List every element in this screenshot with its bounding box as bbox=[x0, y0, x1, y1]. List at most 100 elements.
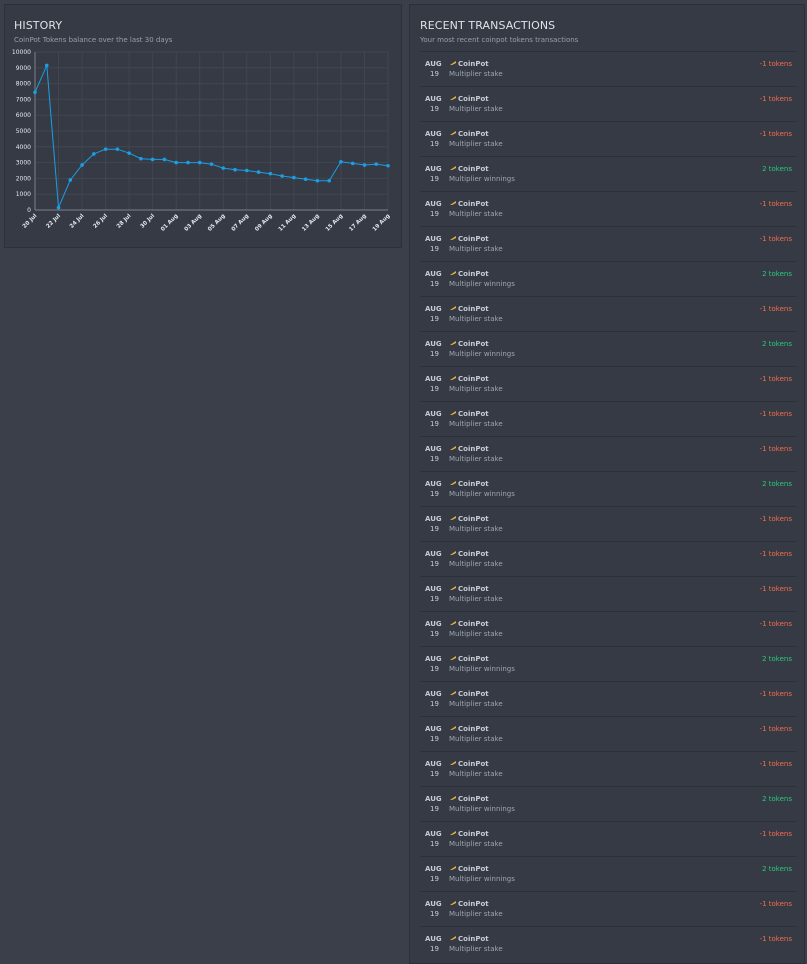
transaction-source: CoinPot bbox=[458, 445, 489, 453]
transaction-amount: 2 tokens bbox=[762, 165, 792, 173]
transaction-month: AUG bbox=[425, 795, 442, 803]
transaction-description: Multiplier winnings bbox=[449, 805, 515, 813]
transaction-description: Multiplier winnings bbox=[449, 875, 515, 883]
data-point bbox=[209, 162, 214, 166]
transaction-row: AUG 19 CoinPot Multiplier stake -1 tokens bbox=[420, 401, 797, 436]
transaction-amount: -1 tokens bbox=[759, 200, 792, 208]
transaction-description: Multiplier winnings bbox=[449, 350, 515, 358]
data-point bbox=[115, 147, 120, 151]
transaction-month: AUG bbox=[425, 655, 442, 663]
transaction-amount: -1 tokens bbox=[759, 900, 792, 908]
transaction-month: AUG bbox=[425, 550, 442, 558]
transaction-source: CoinPot bbox=[458, 410, 489, 418]
transaction-month: AUG bbox=[425, 585, 442, 593]
transaction-day: 19 bbox=[430, 700, 439, 708]
coin-icon bbox=[450, 621, 456, 625]
coin-icon bbox=[450, 656, 456, 660]
transaction-day: 19 bbox=[430, 70, 439, 78]
y-tick-label: 2000 bbox=[16, 175, 31, 182]
transaction-day: 19 bbox=[430, 595, 439, 603]
transaction-amount: 2 tokens bbox=[762, 270, 792, 278]
transaction-amount: 2 tokens bbox=[762, 795, 792, 803]
transaction-row: AUG 19 CoinPot Multiplier stake -1 tokens bbox=[420, 191, 797, 226]
data-point bbox=[292, 175, 296, 180]
coin-icon bbox=[450, 376, 456, 380]
transaction-row: AUG 19 CoinPot Multiplier stake -1 tokens bbox=[420, 506, 797, 541]
transaction-source: CoinPot bbox=[458, 655, 489, 663]
transaction-row: AUG 19 CoinPot Multiplier stake -1 tokens bbox=[420, 751, 797, 786]
coin-icon bbox=[450, 761, 456, 765]
transaction-amount: -1 tokens bbox=[759, 620, 792, 628]
transaction-row: AUG 19 CoinPot Multiplier stake -1 tokens bbox=[420, 891, 797, 926]
transaction-source: CoinPot bbox=[458, 760, 489, 768]
transaction-description: Multiplier stake bbox=[449, 700, 503, 708]
coin-icon bbox=[450, 831, 456, 835]
transaction-amount: -1 tokens bbox=[759, 235, 792, 243]
transactions-title: RECENT TRANSACTIONS bbox=[420, 19, 556, 32]
data-point bbox=[374, 162, 379, 166]
transaction-amount: 2 tokens bbox=[762, 865, 792, 873]
transaction-day: 19 bbox=[430, 945, 439, 953]
transaction-row: AUG 19 CoinPot Multiplier stake -1 tokens bbox=[420, 366, 797, 401]
data-point bbox=[68, 178, 73, 182]
transaction-description: Multiplier stake bbox=[449, 385, 503, 393]
transaction-month: AUG bbox=[425, 340, 442, 348]
coin-icon bbox=[450, 446, 456, 450]
y-tick-label: 4000 bbox=[16, 144, 31, 151]
transaction-day: 19 bbox=[430, 875, 439, 883]
transaction-day: 19 bbox=[430, 105, 439, 113]
transaction-row: AUG 19 CoinPot Multiplier winnings 2 tokens bbox=[420, 786, 797, 821]
transaction-description: Multiplier stake bbox=[449, 630, 503, 638]
transaction-source: CoinPot bbox=[458, 515, 489, 523]
transaction-month: AUG bbox=[425, 620, 442, 628]
x-tick-label: 20 Jul bbox=[22, 213, 39, 230]
data-point bbox=[150, 157, 155, 162]
coin-icon bbox=[450, 901, 456, 905]
coin-icon bbox=[450, 516, 456, 520]
coin-icon bbox=[450, 61, 456, 65]
x-tick-label: 13 Aug bbox=[301, 213, 321, 233]
transaction-description: Multiplier stake bbox=[449, 70, 503, 78]
y-tick-label: 3000 bbox=[16, 160, 31, 167]
transaction-amount: -1 tokens bbox=[759, 410, 792, 418]
data-point bbox=[268, 171, 273, 176]
transaction-source: CoinPot bbox=[458, 900, 489, 908]
coin-icon bbox=[450, 306, 456, 310]
transaction-month: AUG bbox=[425, 935, 442, 943]
transaction-amount: -1 tokens bbox=[759, 375, 792, 383]
transaction-day: 19 bbox=[430, 175, 439, 183]
y-tick-label: 0 bbox=[27, 207, 31, 214]
transaction-source: CoinPot bbox=[458, 375, 489, 383]
y-tick-label: 7000 bbox=[16, 96, 31, 103]
data-point bbox=[256, 170, 261, 174]
transaction-description: Multiplier stake bbox=[449, 140, 503, 148]
transaction-day: 19 bbox=[430, 280, 439, 288]
transaction-source: CoinPot bbox=[458, 585, 489, 593]
x-tick-label: 09 Aug bbox=[254, 213, 274, 233]
transaction-description: Multiplier stake bbox=[449, 945, 503, 953]
transaction-source: CoinPot bbox=[458, 550, 489, 558]
data-point bbox=[92, 152, 96, 156]
transaction-month: AUG bbox=[425, 760, 442, 768]
x-tick-label: 19 Aug bbox=[372, 213, 392, 233]
transaction-source: CoinPot bbox=[458, 305, 489, 313]
transaction-month: AUG bbox=[425, 480, 442, 488]
transaction-day: 19 bbox=[430, 840, 439, 848]
transaction-source: CoinPot bbox=[458, 340, 489, 348]
transaction-amount: 2 tokens bbox=[762, 480, 792, 488]
data-point bbox=[245, 168, 249, 173]
y-tick-label: 9000 bbox=[16, 65, 31, 72]
transaction-day: 19 bbox=[430, 910, 439, 918]
coin-icon bbox=[450, 411, 456, 415]
transaction-amount: -1 tokens bbox=[759, 515, 792, 523]
data-point bbox=[80, 163, 84, 167]
data-point bbox=[127, 151, 131, 155]
data-point bbox=[139, 156, 143, 161]
coin-icon bbox=[450, 691, 456, 695]
data-point bbox=[233, 167, 237, 172]
y-tick-label: 8000 bbox=[16, 81, 31, 88]
transaction-month: AUG bbox=[425, 725, 442, 733]
data-point bbox=[56, 205, 61, 210]
transaction-source: CoinPot bbox=[458, 830, 489, 838]
history-title: HISTORY bbox=[14, 19, 63, 32]
